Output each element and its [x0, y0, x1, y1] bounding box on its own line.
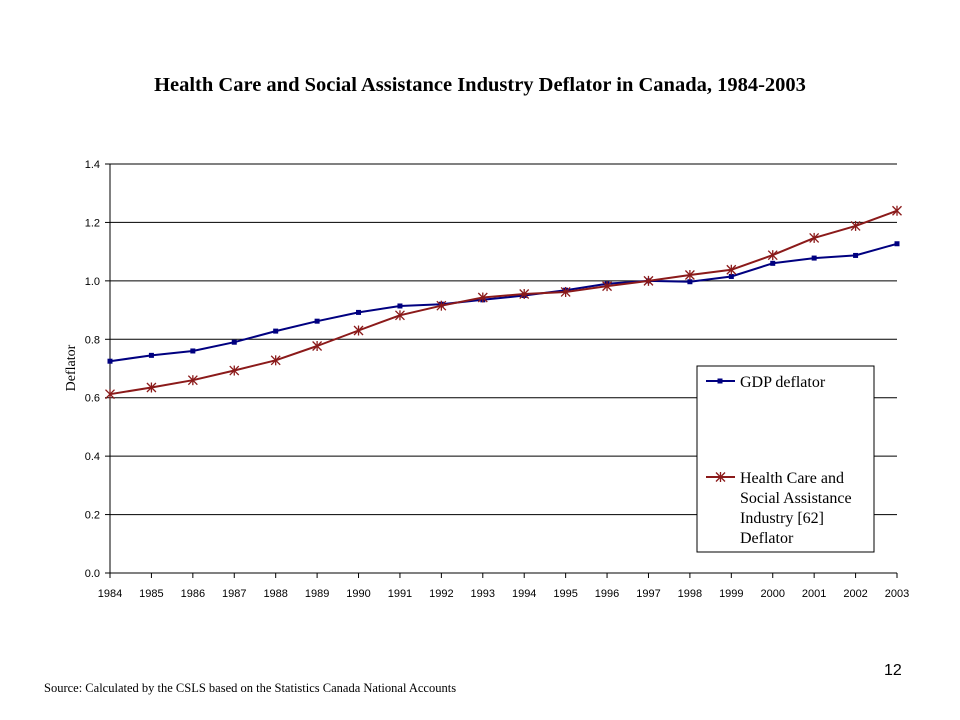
legend-entry-gdp-deflator: GDP deflator: [706, 374, 826, 391]
point-gdp-deflator-1985: [148, 352, 154, 358]
point-gdp-deflator-1986: [190, 348, 196, 354]
x-tick-label-1986: 1986: [181, 588, 205, 600]
point-gdp-deflator-1990: [356, 309, 362, 315]
point-health-care-deflator-1991: [394, 310, 405, 321]
x-tick-label-1995: 1995: [553, 588, 577, 600]
x-tick-label-1996: 1996: [595, 588, 619, 600]
point-gdp-deflator-2003: [894, 241, 900, 247]
x-tick-label-2000: 2000: [760, 588, 784, 600]
x-tick-label-1984: 1984: [98, 588, 122, 600]
point-health-care-deflator-2000: [767, 250, 778, 261]
point-health-care-deflator-2002: [850, 220, 861, 231]
y-tick-label-4: 0.8: [85, 334, 100, 346]
y-axis-label: Deflator: [64, 344, 79, 391]
point-gdp-deflator-1998: [687, 279, 693, 285]
point-health-care-deflator-1989: [312, 341, 323, 352]
y-tick-labels: 0.0 0.2 0.4 0.6 0.8 1.0 1.2 1.4: [85, 159, 100, 580]
x-tick-label-1997: 1997: [636, 588, 660, 600]
point-health-care-deflator-1984: [105, 389, 115, 400]
point-health-care-deflator-1996: [602, 281, 613, 292]
point-health-care-deflator-1988: [270, 355, 281, 366]
x-tick-label-2003: 2003: [885, 588, 909, 600]
x-tick-label-1994: 1994: [512, 588, 536, 600]
point-health-care-deflator-1990: [353, 325, 364, 336]
point-health-care-deflator-1987: [229, 365, 240, 376]
point-gdp-deflator-1991: [397, 303, 403, 309]
legend-star-marker: [715, 472, 726, 482]
y-tick-label-6: 1.2: [85, 217, 100, 229]
legend-label-health-care-line-2: Social Assistance: [740, 490, 852, 507]
point-health-care-deflator-1993: [477, 292, 488, 303]
series-line-gdp-deflator: [109, 242, 898, 363]
legend-marker-health-care-deflator: [715, 472, 726, 482]
x-tick-label-1992: 1992: [429, 588, 453, 600]
point-health-care-deflator-1997: [643, 275, 654, 286]
chart-title: Health Care and Social Assistance Indust…: [154, 74, 806, 96]
point-health-care-deflator-1995: [560, 286, 571, 297]
y-tick-label-3: 0.6: [85, 393, 100, 405]
point-health-care-deflator-2001: [809, 232, 820, 243]
point-health-care-deflator-1994: [519, 289, 530, 300]
x-tick-label-1985: 1985: [139, 588, 163, 600]
x-tick-label-1999: 1999: [719, 588, 743, 600]
x-tick-labels: 1984 1985 1986 1987 1988 1989 1990 1991 1992 1993…: [98, 588, 909, 600]
legend-label-health-care-line-1: Health Care and: [740, 470, 844, 487]
y-tick-label-2: 0.4: [85, 451, 100, 463]
point-health-care-deflator-1985: [146, 382, 157, 393]
legend-label-gdp-deflator: GDP deflator: [740, 374, 826, 391]
series-layer: [105, 205, 902, 400]
legend: GDP deflator Health Care and Social Assi…: [696, 365, 875, 553]
source-note: Source: Calculated by the CSLS based on …: [44, 681, 457, 695]
x-tick-label-2001: 2001: [802, 588, 826, 600]
point-gdp-deflator-1988: [273, 328, 279, 334]
point-health-care-deflator-1986: [187, 375, 198, 386]
x-tick-label-1988: 1988: [263, 588, 287, 600]
legend-box: [696, 365, 875, 553]
x-tick-label-1987: 1987: [222, 588, 246, 600]
x-tick-label-1990: 1990: [346, 588, 370, 600]
x-tick-label-1998: 1998: [678, 588, 702, 600]
point-health-care-deflator-1999: [726, 264, 737, 275]
x-tick-label-1993: 1993: [471, 588, 495, 600]
point-gdp-deflator-1989: [314, 318, 320, 324]
y-tick-label-0: 0.0: [85, 568, 100, 580]
legend-label-health-care-line-3: Industry [62]: [740, 510, 824, 527]
point-health-care-deflator-1998: [684, 270, 695, 281]
x-tick-label-1989: 1989: [305, 588, 329, 600]
y-tick-label-7: 1.4: [85, 159, 100, 171]
point-gdp-deflator-1984: [107, 358, 113, 364]
point-gdp-deflator-1999: [728, 273, 734, 279]
legend-label-health-care-line-4: Deflator: [740, 530, 794, 547]
y-tick-label-5: 1.0: [85, 276, 100, 288]
y-tick-label-1: 0.2: [85, 510, 100, 522]
point-health-care-deflator-1992: [436, 300, 447, 311]
x-tick-label-2002: 2002: [843, 588, 867, 600]
legend-marker-gdp-deflator: [717, 378, 723, 384]
legend-entry-health-care-deflator: Health Care and Social Assistance Indust…: [706, 470, 852, 547]
point-health-care-deflator-2003: [892, 205, 902, 216]
point-gdp-deflator-2001: [811, 255, 817, 261]
point-gdp-deflator-2002: [853, 252, 859, 258]
point-gdp-deflator-1987: [231, 339, 237, 345]
x-tick-label-1991: 1991: [388, 588, 412, 600]
axes: [105, 163, 898, 578]
series-line-health-care-deflator: [109, 209, 898, 396]
point-gdp-deflator-2000: [770, 260, 776, 266]
page-number: 12: [884, 662, 902, 679]
